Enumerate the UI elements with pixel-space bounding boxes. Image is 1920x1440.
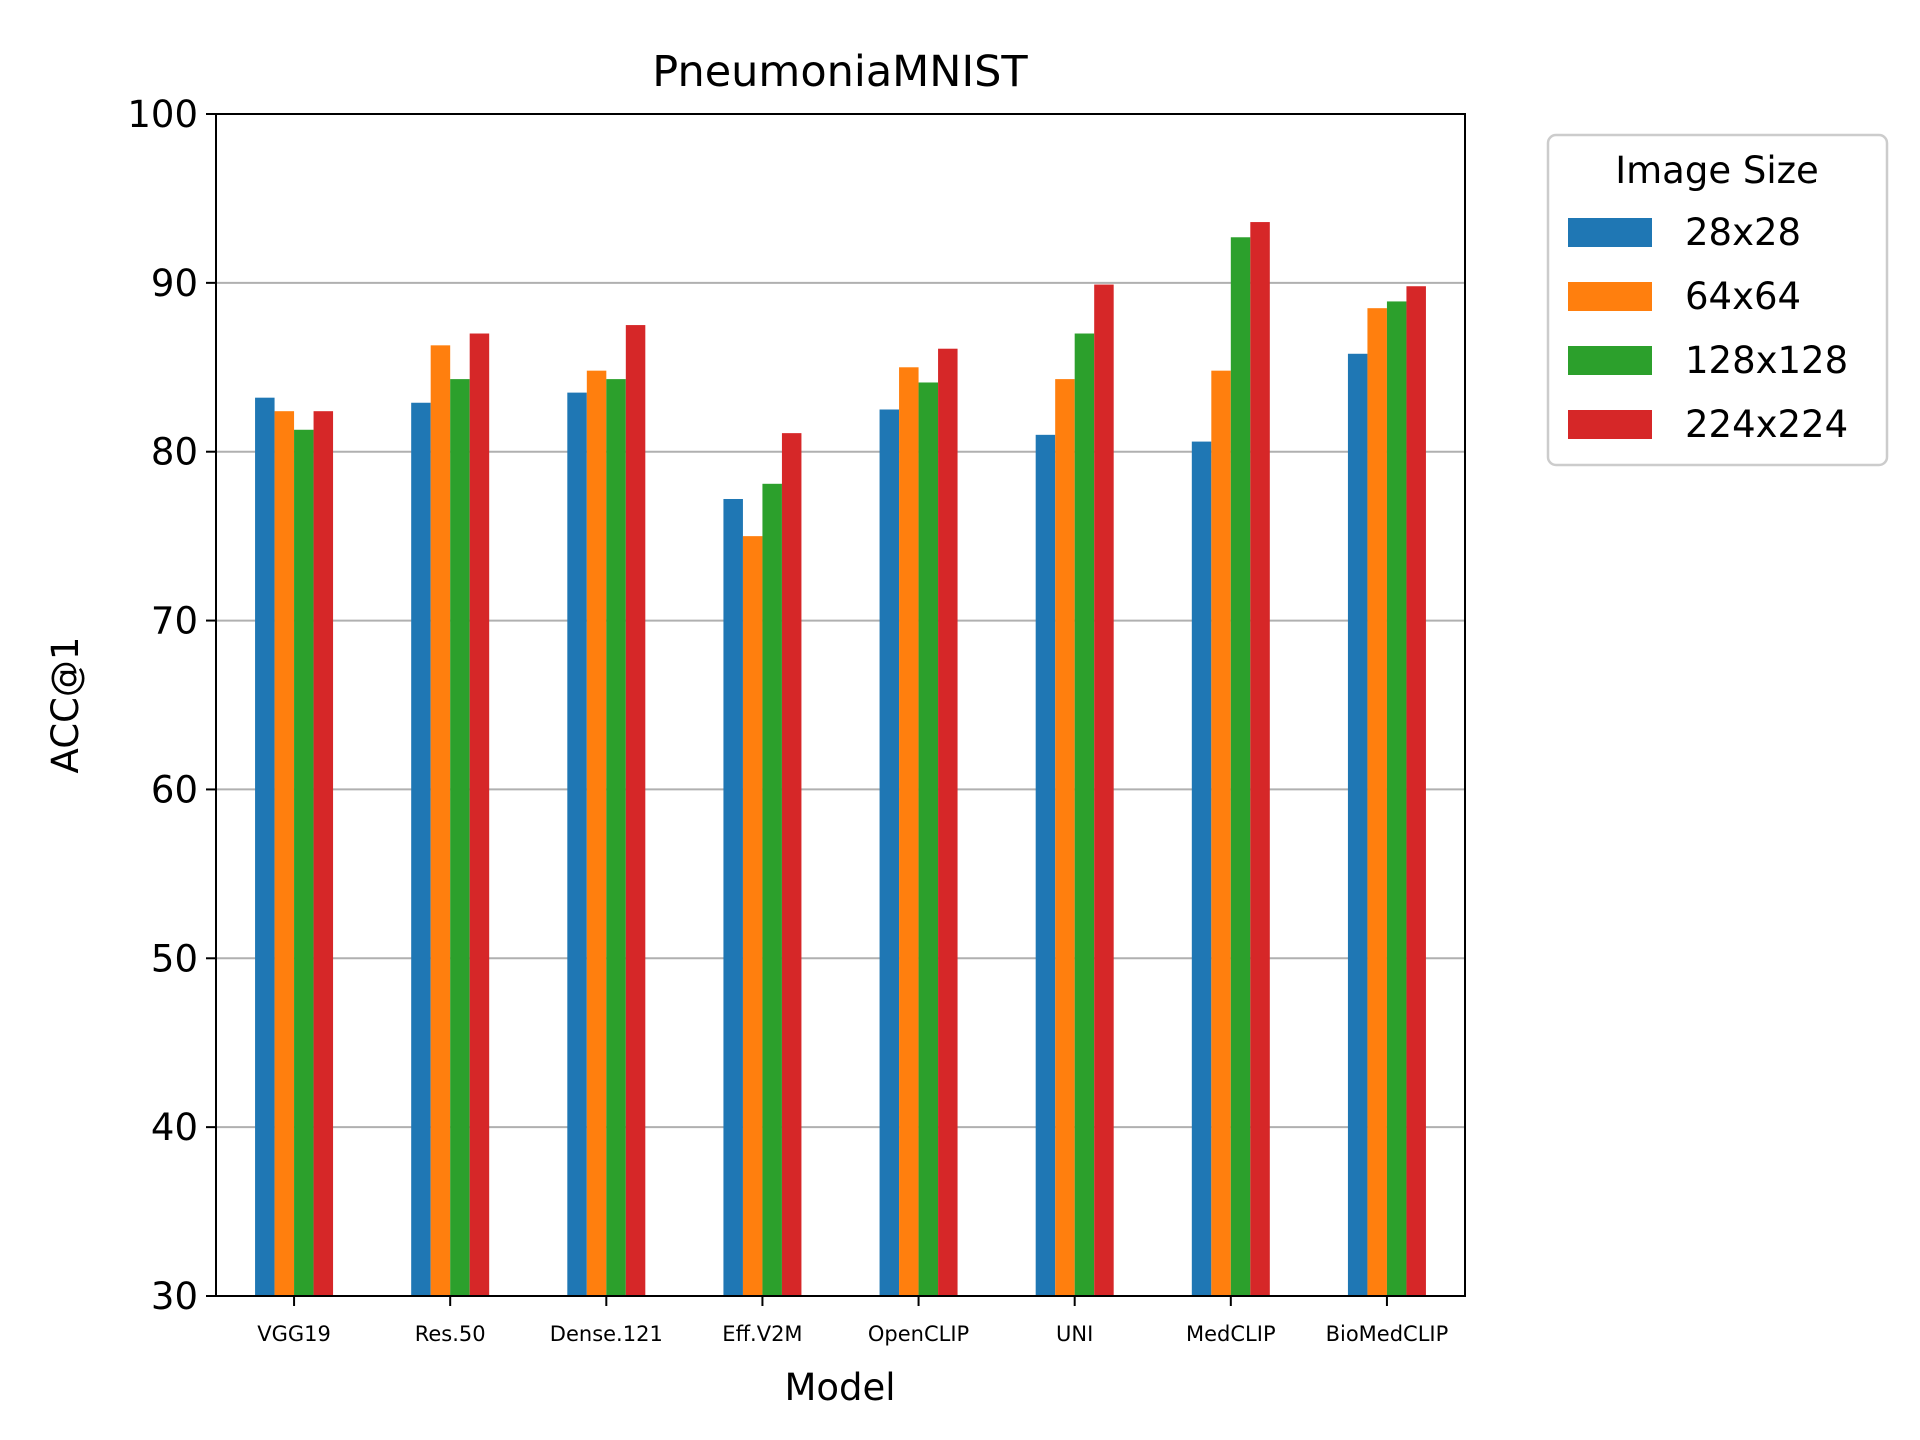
bar-128x128-UNI xyxy=(1074,333,1095,1296)
bar-128x128-VGG19 xyxy=(294,429,314,1297)
bar-224x224-Eff.V2M xyxy=(781,433,802,1296)
bar-28x28-VGG19 xyxy=(255,397,275,1296)
y-tick-label: 30 xyxy=(151,1275,198,1318)
bar-224x224-VGG19 xyxy=(313,411,334,1296)
bar-128x128-MedCLIP xyxy=(1230,237,1251,1296)
x-tick-label: Dense.121 xyxy=(550,1322,663,1346)
x-tick-label: OpenCLIP xyxy=(868,1322,969,1346)
y-tick-label: 70 xyxy=(151,600,198,643)
y-tick-label: 50 xyxy=(151,937,198,980)
bar-224x224-BioMedCLIP xyxy=(1406,286,1426,1297)
chart-title: PneumoniaMNIST xyxy=(652,47,1028,97)
bar-64x64-Eff.V2M xyxy=(742,536,763,1296)
x-tick-label: Eff.V2M xyxy=(722,1322,802,1346)
bar-128x128-OpenCLIP xyxy=(918,382,939,1296)
legend-label: 64x64 xyxy=(1685,275,1801,318)
y-tick-label: 40 xyxy=(151,1106,198,1149)
plot-frame xyxy=(215,113,1466,1297)
bar-64x64-UNI xyxy=(1055,379,1075,1296)
bar-224x224-Res.50 xyxy=(469,333,490,1296)
x-tick-label: BioMedCLIP xyxy=(1326,1322,1449,1346)
bar-28x28-Res.50 xyxy=(411,402,431,1296)
bar-64x64-VGG19 xyxy=(274,411,295,1296)
x-tick-label: Res.50 xyxy=(415,1322,486,1346)
bar-224x224-UNI xyxy=(1094,284,1114,1296)
legend-title: Image Size xyxy=(1615,149,1819,192)
legend-items: 28x28 64x64 128x128 224x224 xyxy=(1568,211,1848,446)
x-tick-label: UNI xyxy=(1056,1322,1093,1346)
bar-28x28-BioMedCLIP xyxy=(1347,353,1368,1297)
legend-label: 28x28 xyxy=(1685,211,1801,254)
bar-64x64-OpenCLIP xyxy=(899,367,919,1296)
y-axis-label: ACC@1 xyxy=(44,637,87,774)
legend-label: 128x128 xyxy=(1685,339,1848,382)
bars xyxy=(255,222,1426,1297)
bar-64x64-Dense.121 xyxy=(586,370,607,1297)
legend-swatch xyxy=(1568,410,1652,439)
bar-128x128-BioMedCLIP xyxy=(1386,301,1407,1297)
bar-128x128-Dense.121 xyxy=(606,379,626,1296)
legend: Image Size 28x28 64x64 128x128 224x224 xyxy=(1546,133,1889,467)
y-tick-label: 90 xyxy=(151,262,198,305)
legend-swatch xyxy=(1568,346,1652,375)
bar-28x28-MedCLIP xyxy=(1191,441,1212,1296)
bar-128x128-Eff.V2M xyxy=(762,483,782,1297)
x-axis-ticks: VGG19 Res.50 Dense.121 Eff.V2M OpenCLIP UNI Me… xyxy=(257,1296,1448,1346)
bar-224x224-Dense.121 xyxy=(625,325,646,1297)
y-tick-label: 100 xyxy=(127,93,198,136)
legend-box xyxy=(1546,133,1889,467)
bar-28x28-OpenCLIP xyxy=(879,409,900,1296)
bar-128x128-Res.50 xyxy=(450,379,470,1296)
x-tick-label: VGG19 xyxy=(257,1322,331,1346)
y-tick-label: 80 xyxy=(151,431,198,474)
bar-64x64-Res.50 xyxy=(430,345,451,1296)
legend-swatch xyxy=(1568,282,1652,311)
bar-28x28-Dense.121 xyxy=(567,392,587,1297)
legend-label: 224x224 xyxy=(1685,403,1848,446)
bar-64x64-MedCLIP xyxy=(1211,370,1231,1297)
legend-swatch xyxy=(1568,218,1652,247)
y-axis-ticks: 30 40 50 60 70 80 90 100 xyxy=(127,93,216,1318)
y-tick-label: 60 xyxy=(151,768,198,811)
bar-28x28-Eff.V2M xyxy=(723,498,743,1297)
bar-64x64-BioMedCLIP xyxy=(1367,308,1387,1297)
x-tick-label: MedCLIP xyxy=(1186,1322,1276,1346)
bar-224x224-MedCLIP xyxy=(1250,222,1270,1296)
x-axis-label: Model xyxy=(784,1366,895,1409)
bar-28x28-UNI xyxy=(1035,434,1056,1296)
bar-224x224-OpenCLIP xyxy=(938,348,958,1296)
